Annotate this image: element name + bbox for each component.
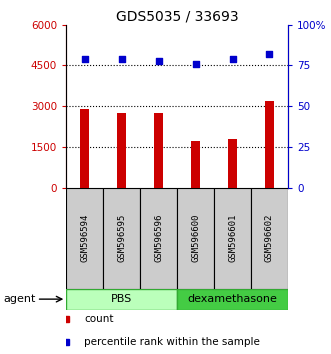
Bar — [228, 139, 237, 188]
Text: GSM596602: GSM596602 — [265, 214, 274, 262]
Point — [119, 56, 124, 62]
Bar — [214, 188, 251, 289]
Bar — [66, 188, 103, 289]
Bar — [251, 188, 288, 289]
Bar — [140, 188, 177, 289]
Bar — [177, 289, 288, 310]
Point — [156, 58, 161, 63]
Point — [82, 56, 87, 62]
Text: GSM596601: GSM596601 — [228, 214, 237, 262]
Text: GSM596595: GSM596595 — [117, 214, 126, 262]
Bar — [191, 142, 200, 188]
Text: GSM596594: GSM596594 — [80, 214, 89, 262]
Point — [193, 61, 198, 67]
Text: agent: agent — [3, 294, 36, 304]
Text: PBS: PBS — [111, 294, 132, 304]
Bar — [177, 188, 214, 289]
Bar — [103, 188, 140, 289]
Text: dexamethasone: dexamethasone — [188, 294, 277, 304]
Bar — [117, 113, 126, 188]
Point — [230, 56, 235, 62]
Text: GSM596596: GSM596596 — [154, 214, 163, 262]
Point — [267, 51, 272, 57]
Bar — [154, 113, 163, 188]
Bar — [80, 109, 89, 188]
Bar — [66, 289, 177, 310]
Text: percentile rank within the sample: percentile rank within the sample — [84, 337, 260, 347]
Title: GDS5035 / 33693: GDS5035 / 33693 — [116, 10, 238, 24]
Text: count: count — [84, 314, 114, 325]
Text: GSM596600: GSM596600 — [191, 214, 200, 262]
Bar — [265, 101, 274, 188]
